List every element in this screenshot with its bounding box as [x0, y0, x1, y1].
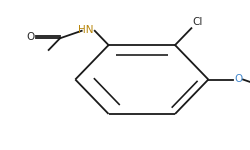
Text: O: O [26, 32, 35, 42]
Text: Cl: Cl [192, 17, 202, 27]
Text: HN: HN [78, 26, 94, 36]
Text: O: O [233, 75, 241, 84]
